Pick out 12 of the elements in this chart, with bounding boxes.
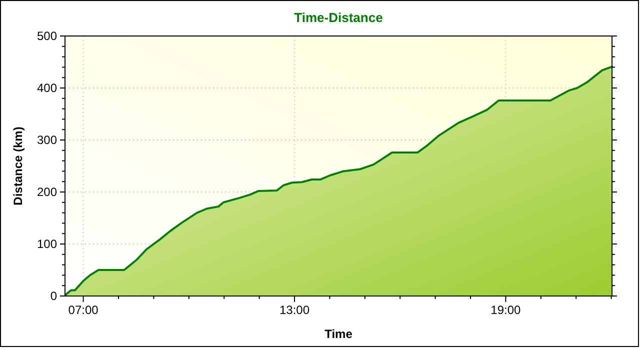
y-axis-title: Distance (km) <box>11 126 25 206</box>
y-tick-label: 300 <box>36 133 58 148</box>
x-tick-label: 13:00 <box>279 303 310 317</box>
x-axis-title: Time <box>324 327 353 341</box>
y-tick-label: 500 <box>36 29 58 44</box>
x-tick-label: 07:00 <box>68 303 99 317</box>
y-tick-label: 0 <box>50 289 58 304</box>
y-tick-label: 100 <box>36 237 58 252</box>
chart-title: Time-Distance <box>294 10 383 25</box>
x-tick-label: 19:00 <box>490 303 522 317</box>
y-tick-label: 200 <box>36 185 58 200</box>
y-tick-label: 400 <box>36 81 58 96</box>
